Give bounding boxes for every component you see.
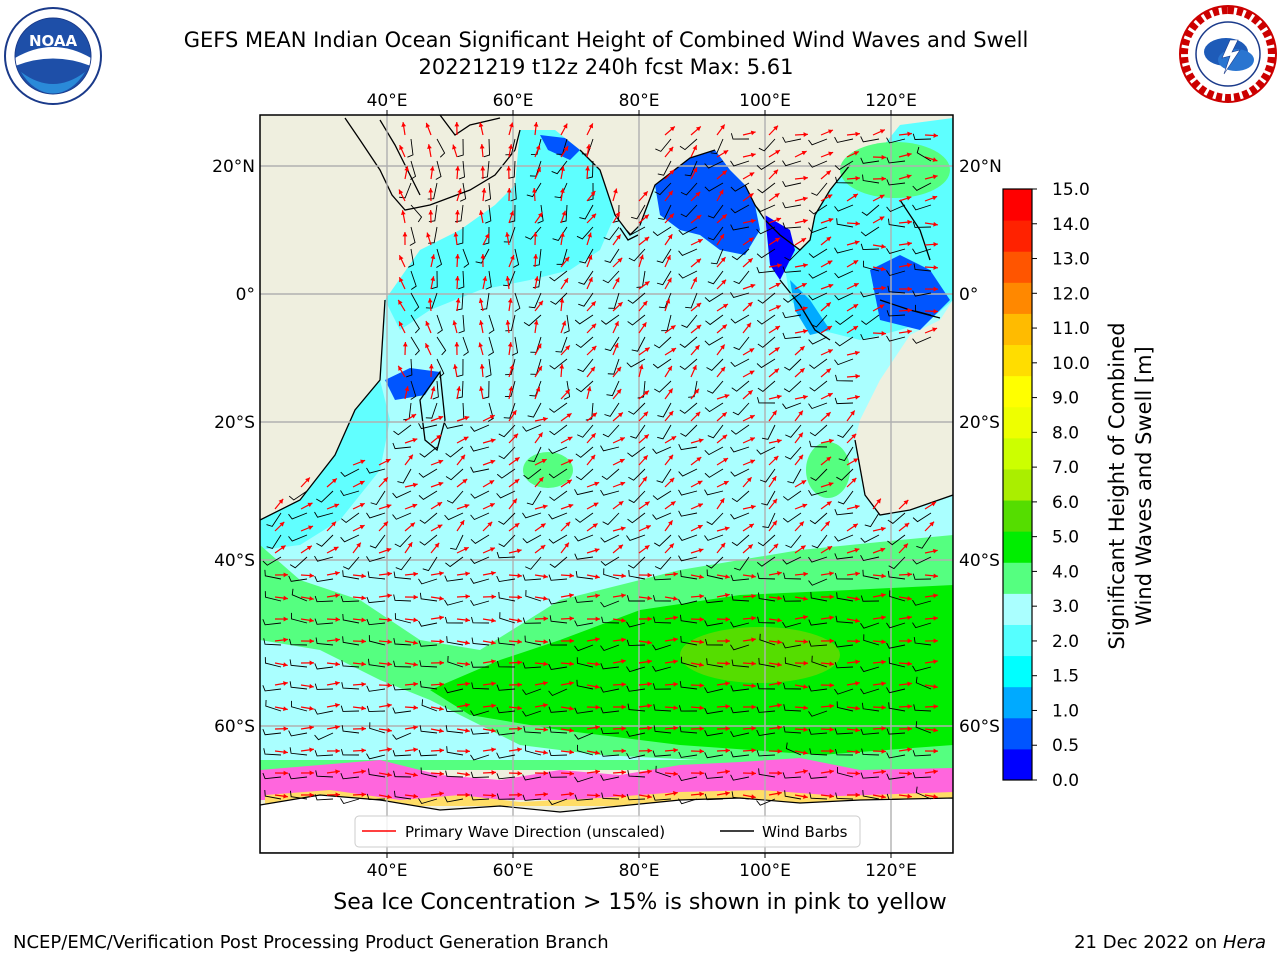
colorbar-tick-label: 9.0 [1052,389,1079,409]
lon-label: 40°E [367,861,408,881]
colorbar-label-2: Wind Waves and Swell [m] [1132,346,1156,626]
colorbar-segment [1003,438,1032,470]
green-patch-scs [840,142,950,198]
colorbar-tick-label: 7.0 [1052,458,1079,478]
footer-date-text: 21 Dec 2022 on [1074,932,1223,953]
colorbar-tick-label: 5.0 [1052,528,1079,548]
footer-date: 21 Dec 2022 on Hera [1074,932,1266,953]
colorbar-tick-label: 4.0 [1052,562,1079,582]
colorbar-segment [1003,531,1032,563]
legend-wave-label: Primary Wave Direction (unscaled) [405,823,665,841]
lat-label: 40°S [214,551,255,571]
lon-label: 80°E [619,91,660,111]
green-patch-east [806,442,850,498]
lat-label: 20°S [959,413,1000,433]
lat-labels-left: 20°N 0° 20°S 40°S 60°S [212,157,255,737]
colorbar-segment [1003,251,1032,283]
colorbar-segment [1003,687,1032,719]
lon-label: 80°E [619,861,660,881]
colorbar-tick-label: 1.0 [1052,701,1079,721]
lat-label: 20°N [212,157,255,177]
lat-label: 40°S [959,551,1000,571]
sea-ice-caption: Sea Ice Concentration > 15% is shown in … [0,890,1280,915]
colorbar-segment [1003,624,1032,656]
colorbar-segment [1003,469,1032,501]
colorbar-tick-label: 2.0 [1052,632,1079,652]
map-area [260,115,953,853]
colorbar-tick-label: 3.0 [1052,597,1079,617]
colorbar-segment [1003,189,1032,221]
colorbar-tick-label: 8.0 [1052,423,1079,443]
colorbar-segment [1003,593,1032,625]
colorbar-segment [1003,313,1032,345]
colorbar-segment [1003,749,1032,781]
lat-label: 60°S [214,717,255,737]
lat-labels-right: 20°N 0° 20°S 40°S 60°S [959,157,1002,737]
colorbar-segment [1003,656,1032,688]
colorbar-segment [1003,407,1032,439]
colorbar-tick-label: 0.5 [1052,736,1079,756]
colorbar-segment [1003,345,1032,377]
colorbar-tick-label: 6.0 [1052,493,1079,513]
lon-label: 40°E [367,91,408,111]
lat-label: 20°N [959,157,1002,177]
colorbar-segment [1003,562,1032,594]
lat-label: 60°S [959,717,1000,737]
lon-label: 100°E [739,91,791,111]
colorbar-label-1: Significant Height of Combined [1105,322,1129,649]
lon-labels-top: 40°E 60°E 80°E 100°E 120°E [367,91,917,111]
colorbar: 0.0 0.5 1.0 1.5 2.0 3.0 4.0 5.0 6.0 7.0 8.0 9.0 10.0… [1003,180,1156,791]
lon-label: 60°E [493,91,534,111]
colorbar-tick-label: 15.0 [1052,180,1090,200]
colorbar-segment [1003,282,1032,314]
lon-label: 120°E [865,91,917,111]
colorbar-tick-label: 12.0 [1052,284,1090,304]
colorbar-tick-label: 11.0 [1052,319,1090,339]
colorbar-segment [1003,376,1032,408]
colorbar-segment [1003,220,1032,252]
lat-label: 0° [236,285,255,305]
footer-credit: NCEP/EMC/Verification Post Processing Pr… [13,932,609,953]
lat-label: 20°S [214,413,255,433]
colorbar-tick-label: 14.0 [1052,215,1090,235]
legend: Primary Wave Direction (unscaled) Wind B… [355,816,860,847]
colorbar-segment [1003,500,1032,532]
lon-label: 60°E [493,861,534,881]
colorbar-tick-label: 13.0 [1052,250,1090,270]
lat-label: 0° [959,285,978,305]
lon-label: 120°E [865,861,917,881]
colorbar-tick-label: 0.0 [1052,771,1079,791]
colorbar-tick-label: 10.0 [1052,354,1090,374]
colorbar-tick-label: 1.5 [1052,667,1079,687]
lon-labels-bottom: 40°E 60°E 80°E 100°E 120°E [367,861,917,881]
legend-barb-label: Wind Barbs [762,823,848,841]
colorbar-segment [1003,718,1032,750]
footer-host: Hera [1223,932,1266,953]
lon-label: 100°E [739,861,791,881]
